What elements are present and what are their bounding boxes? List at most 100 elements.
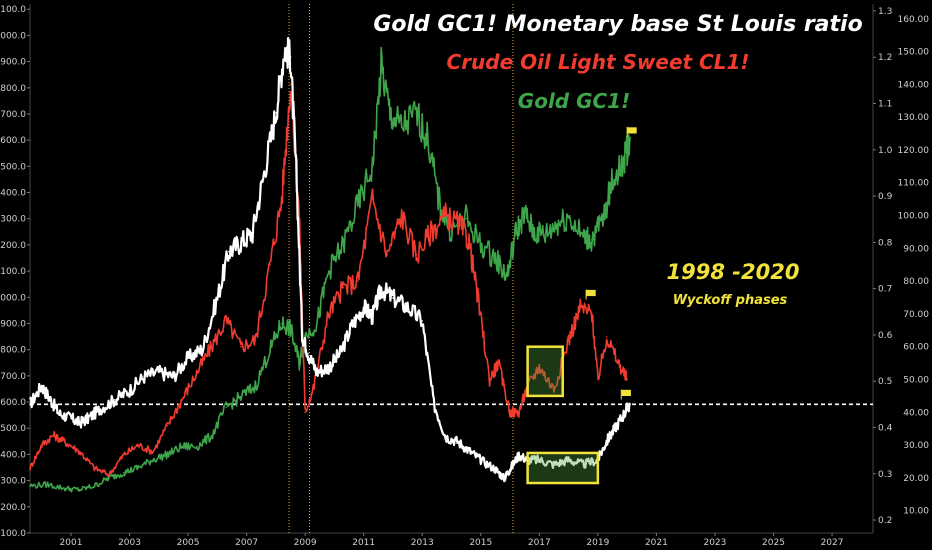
finish-flag-icon (626, 126, 638, 137)
flag-cloth (626, 126, 638, 135)
data-point-oil (239, 345, 242, 348)
data-point-oil (298, 214, 301, 217)
data-point-oil (444, 214, 447, 217)
ratio-tick-label: 1.2 (878, 53, 892, 63)
data-point-gold (479, 244, 482, 246)
data-point-gold (254, 385, 257, 388)
data-point-ratio (623, 412, 625, 415)
data-point-oil (254, 339, 257, 341)
data-point-oil (468, 240, 470, 243)
data-point-gold (523, 212, 526, 215)
data-point-oil (357, 280, 359, 282)
left-tick-label: 900.0 (0, 319, 26, 329)
data-point-gold (152, 458, 154, 461)
data-point-gold (629, 136, 631, 139)
data-point-gold (269, 348, 271, 351)
ratio-tick-label: 0.3 (878, 470, 892, 480)
oil-tick-label: 40.00 (903, 408, 929, 418)
data-point-ratio (251, 232, 254, 234)
data-point-ratio (316, 371, 318, 373)
data-point-oil (313, 385, 315, 387)
data-point-gold (415, 113, 418, 115)
data-point-oil (122, 454, 125, 456)
data-point-oil (477, 296, 479, 299)
ratio-tick-label: 0.7 (878, 285, 892, 295)
data-point-gold (316, 322, 318, 325)
data-point-gold (137, 466, 140, 469)
data-point-oil (29, 467, 31, 469)
data-point-ratio (444, 435, 447, 438)
data-point-gold (450, 231, 453, 233)
finish-flag-icon (585, 289, 597, 300)
data-point-ratio (58, 412, 61, 415)
data-point-gold (210, 435, 213, 437)
data-point-gold (239, 396, 242, 398)
data-point-oil (108, 473, 110, 476)
oil-tick-label: 90.00 (903, 244, 929, 254)
x-tick-label: 2017 (528, 538, 551, 548)
accumulation-box-oil (526, 345, 564, 398)
data-point-oil (78, 450, 81, 453)
wyckoff-label: Wyckoff phases (673, 293, 788, 308)
data-point-gold (342, 244, 344, 246)
data-point-gold (515, 231, 517, 233)
oil-tick-label: 60.00 (903, 343, 929, 353)
oil-tick-label: 50.00 (903, 376, 929, 386)
data-point-ratio (70, 417, 72, 420)
accumulation-box-ratio (526, 451, 600, 485)
data-point-gold (544, 233, 546, 236)
data-point-oil (518, 411, 520, 414)
flag-cloth (585, 289, 597, 297)
data-point-gold (371, 165, 374, 168)
data-point-ratio (339, 352, 342, 355)
oil-tick-label: 70.00 (903, 310, 929, 320)
data-point-oil (40, 444, 43, 446)
data-point-ratio (40, 385, 43, 387)
oil-tick-label: 160.00 (898, 15, 930, 25)
data-point-ratio (433, 403, 435, 406)
data-point-gold (78, 488, 81, 491)
left-tick-label: 400.0 (0, 450, 26, 460)
data-point-gold (556, 223, 558, 225)
oil-tick-label: 30.00 (903, 441, 929, 451)
data-point-gold (181, 445, 184, 448)
data-point-gold (389, 113, 391, 115)
finish-flag-icon (620, 388, 632, 400)
data-point-ratio (128, 389, 131, 392)
ratio-tick-label: 0.8 (878, 238, 893, 248)
data-point-ratio (553, 463, 555, 466)
data-point-oil (386, 254, 388, 256)
data-point-oil (342, 286, 344, 289)
left-tick-label: 300.0 (0, 477, 26, 487)
data-point-ratio (371, 315, 374, 318)
data-point-ratio (327, 366, 330, 369)
data-point-ratio (456, 440, 459, 443)
left-tick-label: 1800.0 (0, 84, 26, 94)
left-tick-label: 100.0 (0, 529, 26, 539)
x-tick-label: 2005 (177, 538, 200, 548)
data-point-gold (298, 361, 301, 364)
ratio-tick-label: 0.4 (878, 423, 893, 433)
data-point-gold (64, 487, 66, 490)
data-point-ratio (301, 334, 304, 336)
annotations (526, 126, 638, 485)
oil-tick-label: 130.00 (898, 113, 930, 123)
data-point-ratio (421, 320, 424, 322)
data-point-oil (430, 231, 432, 233)
data-point-ratio (216, 297, 219, 299)
data-point-gold (327, 270, 330, 272)
data-point-ratio (49, 398, 52, 401)
data-point-ratio (157, 371, 160, 373)
data-point-ratio (479, 459, 482, 461)
period-label: 1998 -2020 (667, 260, 800, 284)
data-point-gold (46, 483, 49, 486)
data-point-gold (438, 204, 441, 207)
data-point-gold (225, 406, 227, 409)
oil-tick-label: 10.00 (903, 507, 929, 517)
data-point-gold (532, 231, 535, 233)
data-point-ratio (614, 426, 617, 429)
data-point-oil (225, 319, 227, 322)
data-point-gold (108, 477, 110, 479)
data-point-oil (289, 83, 292, 86)
